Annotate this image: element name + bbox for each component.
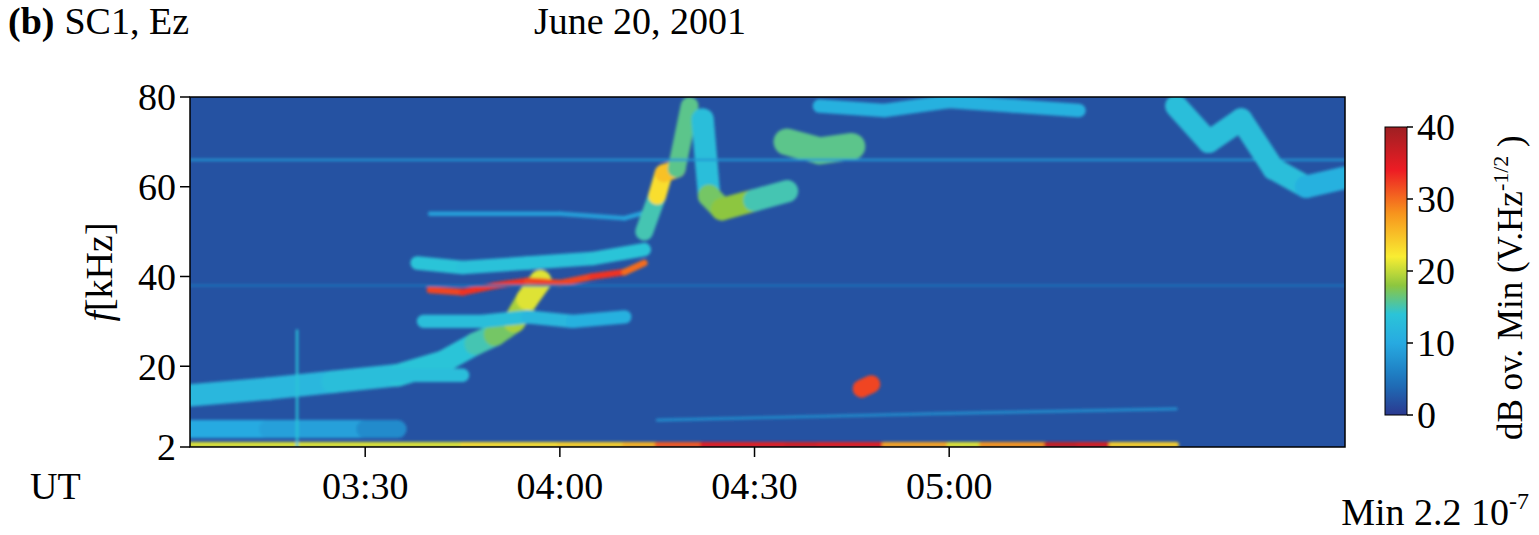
colorbar-label-part: )	[1491, 135, 1530, 155]
feature-segment	[862, 384, 872, 388]
x-tick	[364, 447, 366, 457]
feature-segment	[560, 214, 625, 218]
chart: (b)SC1, Ez June 20, 2001 2 20 40 60 80 03:30 04:…	[0, 0, 1539, 535]
y-tick-label: 2	[157, 426, 176, 468]
feature-segment	[430, 211, 560, 215]
feature-segment	[884, 101, 949, 110]
footnote-part: Min 2.2 10	[1341, 491, 1509, 533]
title: SC1, Ez	[64, 0, 189, 42]
feature-segment	[755, 191, 787, 200]
feature-segment	[592, 250, 644, 259]
y-tick	[180, 446, 190, 448]
feature-segment	[527, 317, 572, 321]
colorbar	[1385, 127, 1407, 415]
colorbar-tick	[1407, 342, 1413, 344]
x-tick-label: 03:30	[322, 465, 409, 507]
y-tick-label: 60	[138, 166, 176, 208]
colorbar-tick-label: 30	[1417, 178, 1455, 220]
feature-group	[190, 101, 1345, 447]
feature-segment	[268, 420, 365, 438]
feature-segment	[1014, 106, 1079, 110]
x-tick	[754, 447, 756, 457]
feature-segment	[1306, 178, 1345, 187]
plot-frame	[190, 97, 1345, 447]
colorbar-tick	[1407, 414, 1413, 416]
feature-segment	[417, 368, 462, 381]
feature-segment	[463, 263, 528, 267]
colorbar-label-sup: -1/2	[1488, 156, 1513, 191]
feature-segment	[703, 119, 709, 195]
subtitle: June 20, 2001	[534, 0, 746, 42]
feature-segment	[417, 263, 462, 267]
spectral-features	[190, 101, 1345, 447]
feature-segment	[592, 272, 624, 276]
feature-segment	[463, 285, 495, 292]
y-tick	[180, 365, 190, 367]
feature-segment	[527, 281, 559, 283]
colorbar-label: dB ov. Min (V.Hz-1/2 )	[1488, 135, 1530, 440]
footnote: Min 2.2 10-7	[1341, 488, 1529, 533]
feature-segment	[573, 317, 625, 321]
feature-segment	[625, 263, 644, 272]
plot-background	[190, 97, 1345, 447]
feature-segment	[482, 317, 527, 321]
feature-segment	[527, 259, 592, 263]
colorbar-tick	[1407, 198, 1413, 200]
panel-label: (b)	[8, 0, 54, 43]
y-tick-label: 20	[138, 346, 176, 388]
feature-segment	[657, 413, 949, 420]
x-tick-label: 04:00	[517, 465, 604, 507]
footnote-sup: -7	[1509, 488, 1529, 514]
feature-segment	[424, 315, 482, 328]
colorbar-tick-label: 0	[1417, 394, 1436, 436]
feature-segment	[819, 146, 851, 150]
x-tick	[559, 447, 561, 457]
feature-segment	[560, 276, 592, 283]
colorbar-tick-label: 20	[1417, 250, 1455, 292]
x-tick-label: 05:00	[906, 465, 993, 507]
y-tick	[180, 96, 190, 98]
feature-segment	[190, 159, 1345, 161]
y-tick-label: 80	[138, 76, 176, 118]
x-tick-label: 04:30	[711, 465, 798, 507]
x-axis-title: UT	[30, 465, 81, 507]
y-axis-title-part: [kHz]	[78, 222, 120, 311]
y-axis-title: f[kHz]	[78, 222, 120, 321]
feature-segment	[819, 106, 884, 110]
colorbar-tick	[1407, 126, 1413, 128]
feature-segment	[296, 330, 298, 447]
y-tick	[180, 186, 190, 188]
feature-segment	[190, 389, 268, 396]
feature-segment	[365, 420, 397, 438]
x-tick	[948, 447, 950, 457]
colorbar-tick-label: 40	[1417, 106, 1455, 148]
y-tick-label: 40	[138, 256, 176, 298]
y-tick	[180, 276, 190, 278]
feature-segment	[949, 409, 1176, 413]
feature-segment	[190, 420, 268, 438]
feature-segment	[430, 290, 462, 292]
colorbar-tick	[1407, 270, 1413, 272]
colorbar-tick-label: 10	[1417, 322, 1455, 364]
colorbar-label-part: dB ov. Min (V.Hz	[1491, 191, 1530, 440]
feature-segment	[190, 284, 1345, 286]
feature-segment	[949, 101, 1014, 105]
